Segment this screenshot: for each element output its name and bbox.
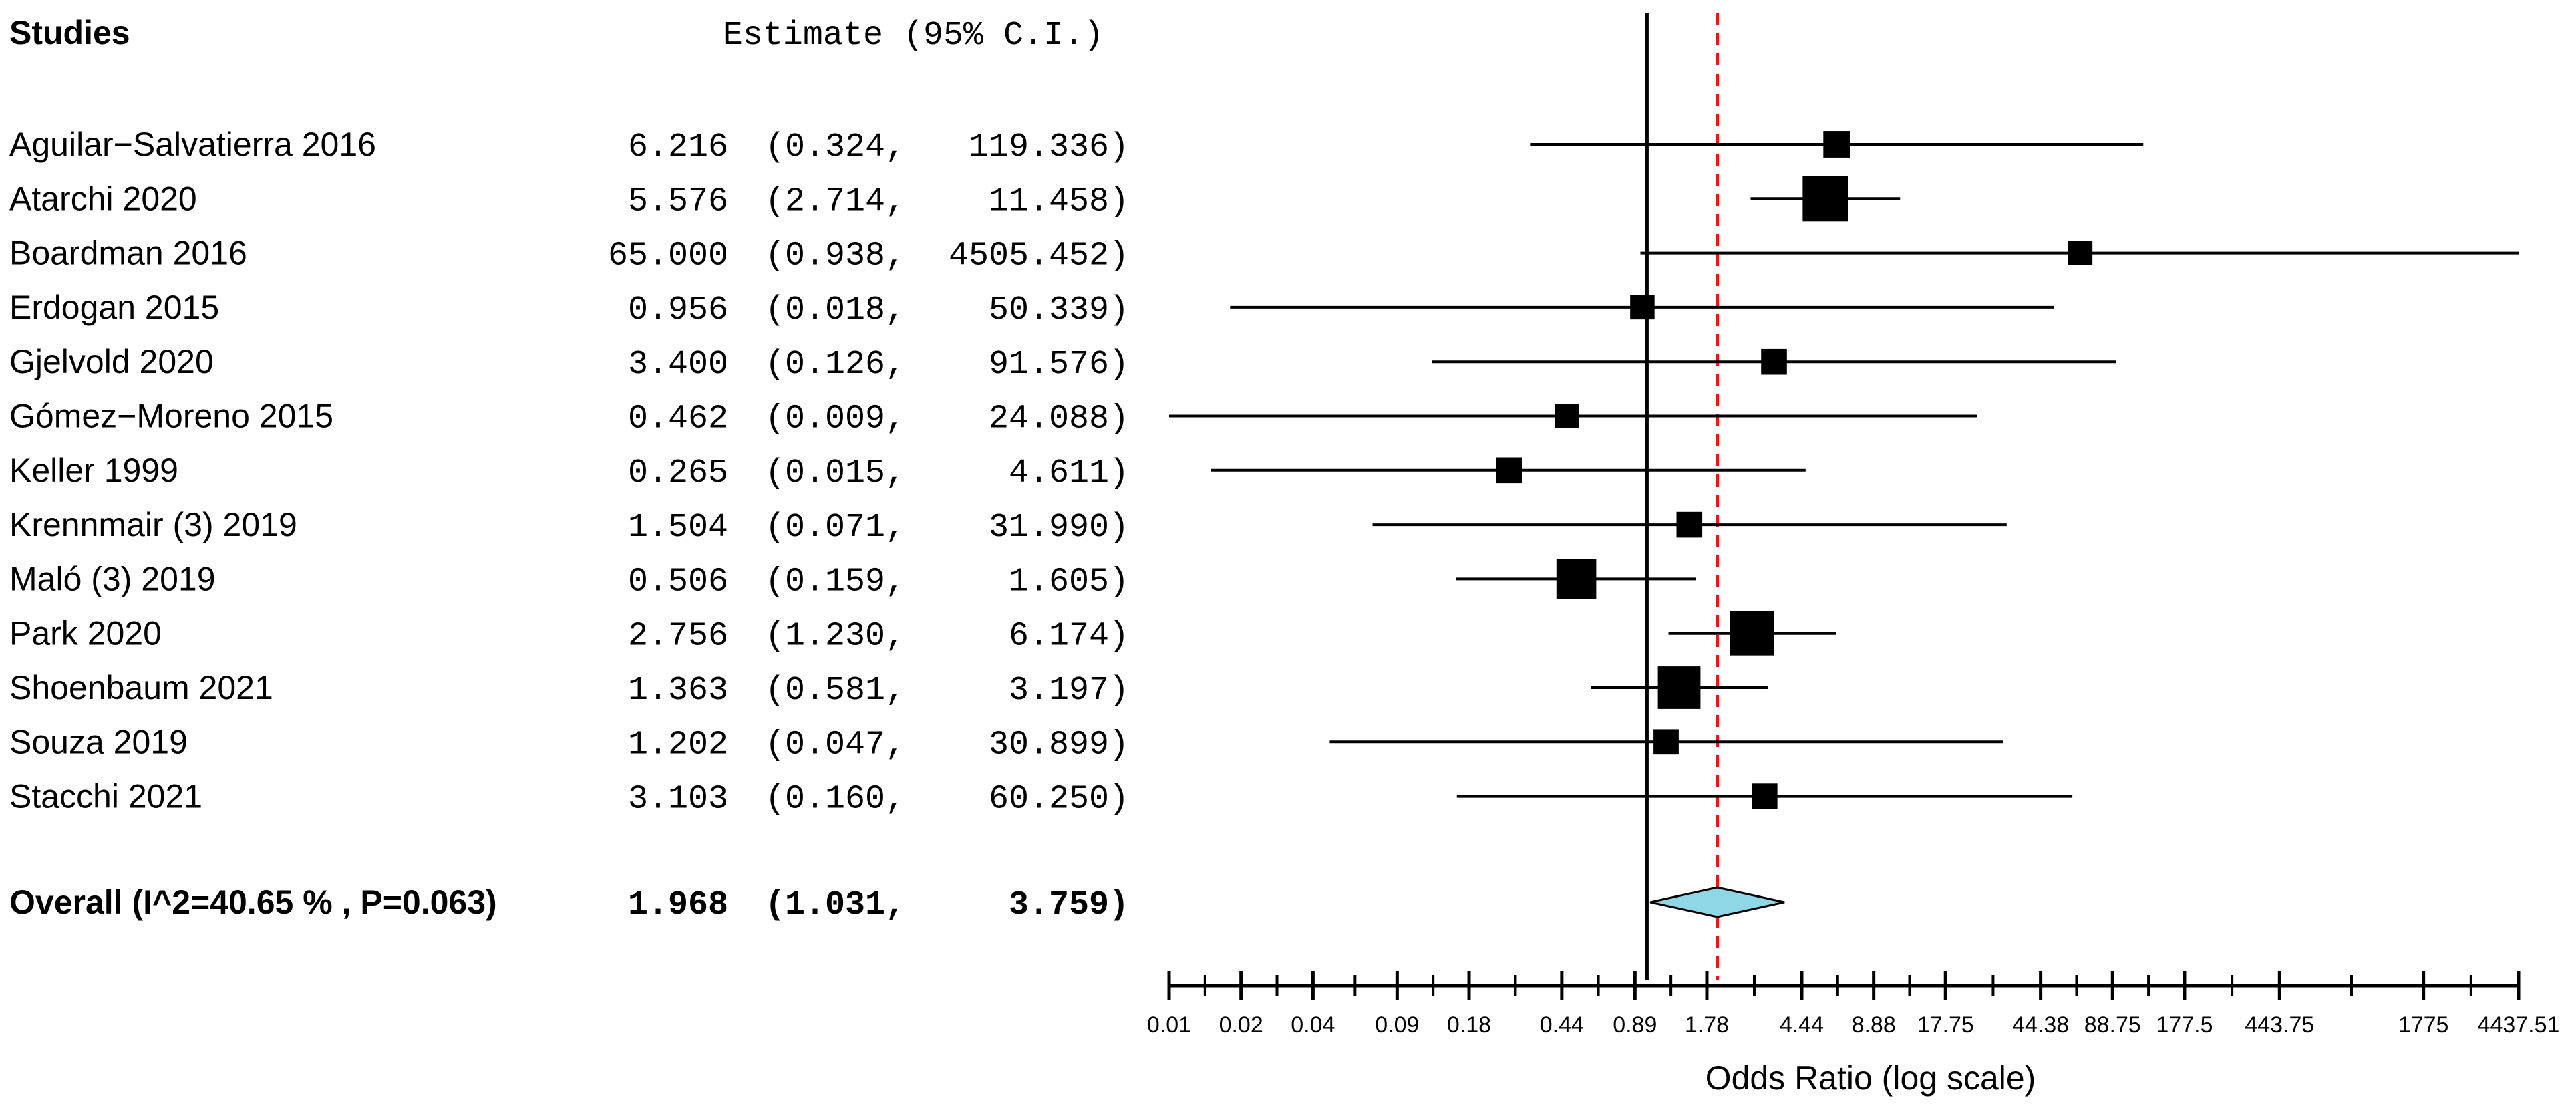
study-ci-upper: 31.990) xyxy=(989,509,1129,547)
study-ci-lower: (0.009, xyxy=(765,400,905,438)
study-name: Gómez−Moreno 2015 xyxy=(9,398,333,435)
study-ci-upper: 4505.452) xyxy=(949,237,1129,275)
study-estimate: 0.265 xyxy=(628,454,728,493)
x-axis: 0.01 0.02 0.04 0.09 0.18 0.44 0.89 1.78 4.44 8.88… xyxy=(1147,971,2560,1038)
study-ci-lower: (1.230, xyxy=(765,617,905,656)
study-estimate: 1.202 xyxy=(628,726,728,764)
plot-area xyxy=(1169,13,2519,980)
x-tick-label: 177.5 xyxy=(2156,1012,2213,1038)
study-ci-lower: (0.018, xyxy=(765,291,905,329)
study-ci-upper: 60.250) xyxy=(989,781,1129,819)
study-ci-lower: (0.071, xyxy=(765,509,905,547)
study-name: Krennmair (3) 2019 xyxy=(9,506,297,543)
study-rows: Aguilar−Salvatierra 2016 6.216 (0.324, 119.… xyxy=(9,126,1129,924)
study-estimate: 1.363 xyxy=(628,672,728,710)
study-name: Gjelvold 2020 xyxy=(9,343,214,380)
study-ci-upper: 6.174) xyxy=(1009,617,1129,656)
x-tick-label: 4437.51 xyxy=(2478,1012,2560,1038)
study-ci-upper: 4.611) xyxy=(1009,454,1129,493)
overall-ci-upper: 3.759) xyxy=(1009,886,1129,924)
x-tick-label: 4.44 xyxy=(1780,1012,1824,1038)
study-effect-marker xyxy=(1823,131,1850,158)
studies-header: Studies xyxy=(9,14,130,51)
study-ci-lower: (0.159, xyxy=(765,563,905,601)
x-tick-label: 0.02 xyxy=(1219,1012,1263,1038)
study-name: Aguilar−Salvatierra 2016 xyxy=(9,126,376,163)
x-tick-label: 44.38 xyxy=(2012,1012,2069,1038)
study-ci-lower: (0.126, xyxy=(765,346,905,384)
overall-estimate: 1.968 xyxy=(628,886,728,924)
overall-diamond xyxy=(1649,886,1785,918)
study-name: Boardman 2016 xyxy=(9,235,247,272)
study-ci-lower: (0.160, xyxy=(765,781,905,819)
study-name: Park 2020 xyxy=(9,615,162,652)
study-effect-marker xyxy=(1555,404,1579,428)
study-effect-marker xyxy=(1496,457,1522,484)
study-ci-upper: 30.899) xyxy=(989,726,1129,764)
study-name: Stacchi 2021 xyxy=(9,778,202,815)
x-tick-label: 0.04 xyxy=(1291,1012,1335,1038)
study-name: Souza 2019 xyxy=(9,723,188,761)
x-tick-label: 0.18 xyxy=(1447,1012,1491,1038)
study-effect-marker xyxy=(1802,176,1848,222)
estimate-header: Estimate (95% C.I.) xyxy=(723,17,1104,55)
study-ci-lower: (0.581, xyxy=(765,672,905,710)
study-estimate: 6.216 xyxy=(628,128,728,166)
study-ci-upper: 50.339) xyxy=(989,291,1129,329)
study-estimate: 1.504 xyxy=(628,509,728,547)
study-name: Keller 1999 xyxy=(9,452,178,489)
study-name: Atarchi 2020 xyxy=(9,180,197,217)
study-effect-marker xyxy=(1761,348,1787,375)
study-estimate: 5.576 xyxy=(628,182,728,221)
study-ci-upper: 11.458) xyxy=(989,182,1129,221)
study-effect-marker xyxy=(1653,729,1679,755)
x-tick-label: 8.88 xyxy=(1852,1012,1896,1038)
x-tick-label: 1775 xyxy=(2398,1012,2449,1038)
study-ci-upper: 3.197) xyxy=(1009,672,1129,710)
study-ci-upper: 119.336) xyxy=(969,128,1129,166)
study-ci-lower: (2.714, xyxy=(765,182,905,221)
study-estimate: 3.400 xyxy=(628,346,728,384)
x-tick-label: 0.01 xyxy=(1147,1012,1191,1038)
study-ci-lower: (0.015, xyxy=(765,454,905,493)
overall-label: Overall (I^2=40.65 % , P=0.063) xyxy=(9,883,497,921)
study-estimate: 0.506 xyxy=(628,563,728,601)
x-tick-label: 1.78 xyxy=(1685,1012,1729,1038)
study-effect-marker xyxy=(1730,611,1774,656)
study-estimate: 2.756 xyxy=(628,617,728,656)
study-effect-marker xyxy=(1556,559,1597,599)
study-ci-lower: (0.047, xyxy=(765,726,905,764)
study-name: Erdogan 2015 xyxy=(9,289,219,326)
overall-ci-lower: (1.031, xyxy=(765,886,905,924)
x-axis-title: Odds Ratio (log scale) xyxy=(1706,1059,2036,1097)
study-effect-marker xyxy=(1676,511,1703,538)
study-ci-upper: 24.088) xyxy=(989,400,1129,438)
study-estimate: 0.956 xyxy=(628,291,728,329)
study-effect-marker xyxy=(2068,241,2093,265)
x-tick-label: 0.89 xyxy=(1613,1012,1657,1038)
study-effect-marker xyxy=(1630,295,1655,320)
x-tick-label: 88.75 xyxy=(2084,1012,2141,1038)
study-ci-upper: 1.605) xyxy=(1009,563,1129,601)
x-tick-label: 0.09 xyxy=(1375,1012,1419,1038)
study-ci-upper: 91.576) xyxy=(989,346,1129,384)
x-tick-label: 17.75 xyxy=(1917,1012,1974,1038)
study-ci-lower: (0.324, xyxy=(765,128,905,166)
study-effect-marker xyxy=(1752,783,1778,809)
study-estimate: 3.103 xyxy=(628,781,728,819)
x-tick-label: 0.44 xyxy=(1540,1012,1584,1038)
x-tick-label: 443.75 xyxy=(2245,1012,2314,1038)
study-effect-marker xyxy=(1657,666,1701,709)
study-estimate: 65.000 xyxy=(608,237,728,275)
study-name: Shoenbaum 2021 xyxy=(9,669,273,706)
study-ci-lower: (0.938, xyxy=(765,237,905,275)
study-estimate: 0.462 xyxy=(628,400,728,438)
study-name: Maló (3) 2019 xyxy=(9,560,216,597)
